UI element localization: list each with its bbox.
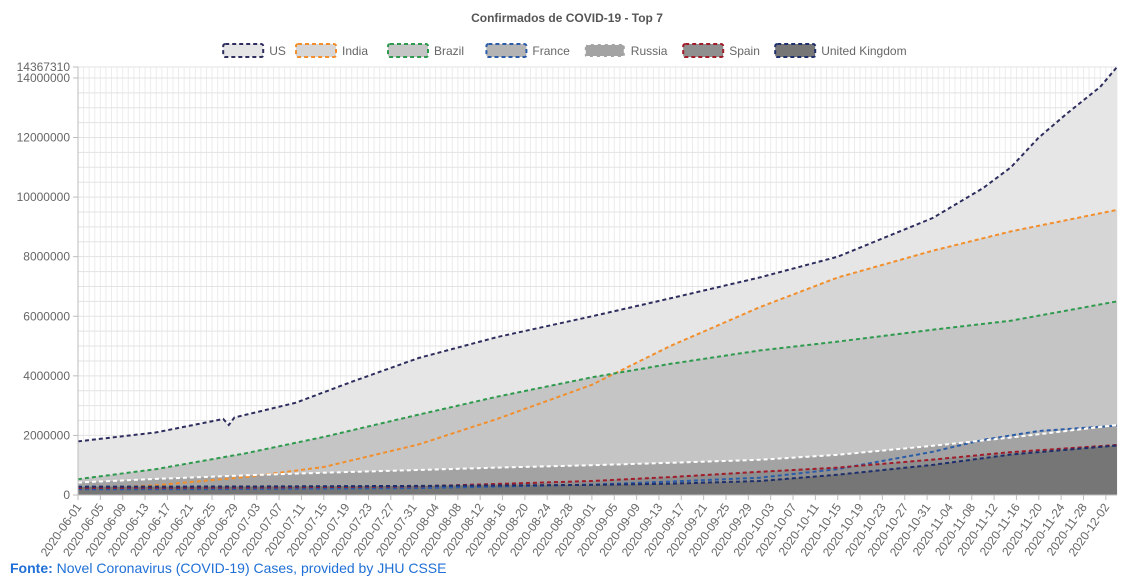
legend-item-france[interactable]: France [485, 43, 570, 58]
legend-item-us[interactable]: US [222, 43, 286, 58]
line-united-kingdom [77, 444, 1118, 488]
y-tick-label: 6000000 [23, 309, 70, 323]
y-tick-label: 14367310 [17, 60, 71, 74]
line-india [77, 208, 1118, 491]
legend-item-brazil[interactable]: Brazil [387, 43, 464, 58]
source-label: Fonte: [10, 560, 53, 576]
line-russia [77, 424, 1118, 484]
area-brazil [78, 301, 1117, 495]
y-tick-label: 2000000 [23, 428, 70, 442]
legend-swatch [295, 43, 337, 58]
legend-label: Brazil [434, 44, 464, 58]
legend-swatch [682, 43, 725, 58]
y-tick-label: 4000000 [23, 369, 70, 383]
legend-swatch [485, 43, 528, 58]
chart-legend: US India Brazil France Russia Spain United Kin… [222, 43, 907, 58]
y-tick-label: 14000000 [17, 71, 71, 85]
legend-item-russia[interactable]: Russia [583, 43, 668, 58]
legend-label: US [269, 44, 286, 58]
line-brazil [77, 300, 1118, 481]
legend-item-spain[interactable]: Spain [682, 43, 760, 58]
y-tick-label: 8000000 [23, 250, 70, 264]
legend-label: Russia [631, 44, 668, 58]
legend-swatch [222, 43, 265, 58]
source-footer: Fonte: Novel Coronavirus (COVID-19) Case… [10, 560, 446, 576]
legend-item-united-kingdom[interactable]: United Kingdom [774, 43, 907, 58]
chart-lines [77, 66, 1118, 491]
legend-swatch [774, 43, 817, 58]
y-tick-label: 0 [63, 488, 70, 502]
legend-label: France [532, 44, 570, 58]
legend-label: United Kingdom [821, 44, 906, 58]
y-tick-label: 10000000 [17, 190, 71, 204]
area-united-kingdom [78, 445, 1117, 495]
legend-swatch [583, 43, 626, 58]
source-text: Novel Coronavirus (COVID-19) Cases, prov… [56, 560, 447, 576]
line-us [77, 66, 1118, 443]
legend-label: India [342, 44, 368, 58]
legend-swatch [387, 43, 429, 58]
legend-label: Spain [729, 44, 760, 58]
chart-title: Confirmados de COVID-19 - Top 7 [471, 11, 663, 25]
chart-areas [78, 67, 1117, 495]
y-tick-label: 12000000 [17, 131, 71, 145]
line-france [77, 424, 1118, 491]
legend-item-india[interactable]: India [295, 43, 368, 58]
